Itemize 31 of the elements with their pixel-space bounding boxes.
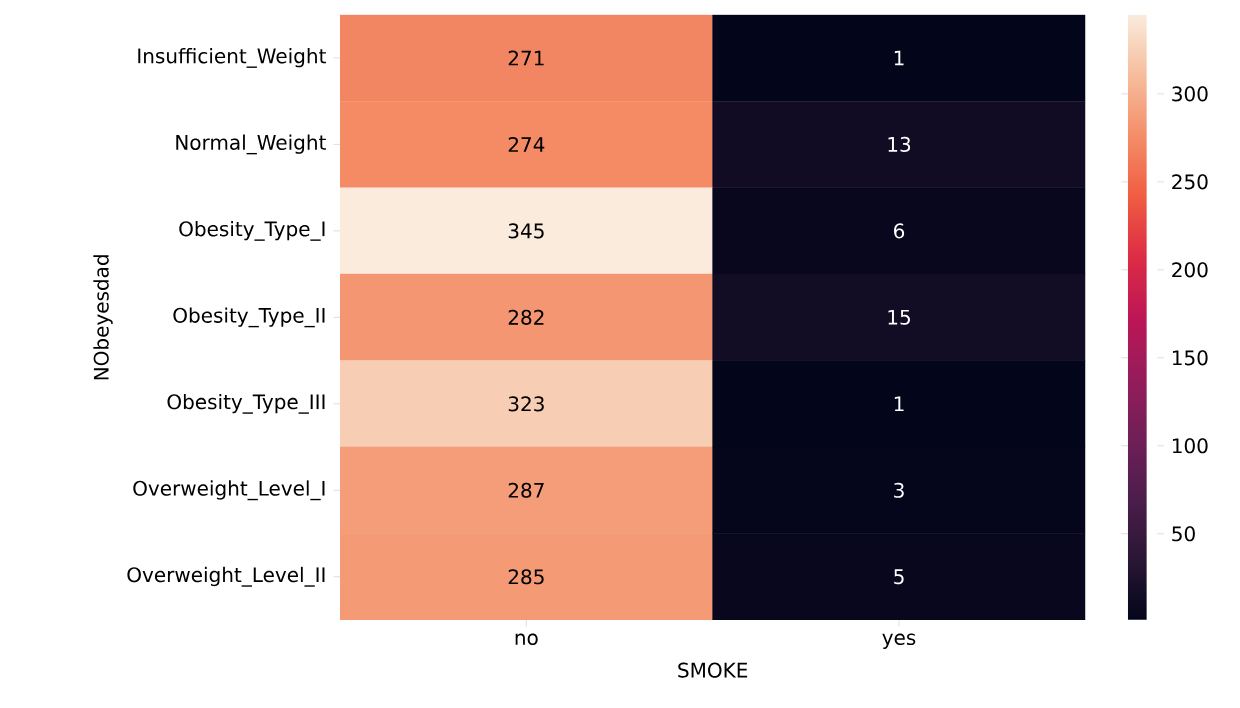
data-label: 15 [888, 309, 910, 325]
data-label: 287 [508, 482, 544, 498]
y-tick-label: Normal_Weight [176, 134, 326, 155]
data-label: 1 [894, 396, 904, 412]
color-bar-label: 100 [1172, 438, 1208, 454]
data-label: 5 [894, 569, 904, 585]
data-label: 282 [508, 309, 544, 325]
color-bar-label: 50 [1172, 526, 1195, 542]
y-tick-label: Obesity_Type_II [173, 307, 325, 328]
color-bar-label: 250 [1172, 174, 1208, 190]
y-tick-label: Insufficient_Weight [138, 47, 326, 68]
data-label: 3 [894, 482, 904, 498]
data-label: 285 [508, 569, 544, 585]
x-tick-label: no [515, 633, 538, 646]
data-label: 1 [894, 50, 904, 66]
data-label: 274 [508, 136, 545, 152]
data-label: 323 [508, 396, 544, 412]
x-axis-title: SMOKE [678, 662, 748, 678]
color-bar-label: 300 [1172, 86, 1208, 102]
y-tick-label: Obesity_Type_III [167, 393, 325, 414]
x-tick-label: yes [882, 633, 916, 649]
y-axis-title: NObeyesdad [93, 255, 113, 380]
y-tick-label: Overweight_Level_II [127, 566, 325, 587]
color-bar-label: 200 [1172, 262, 1208, 278]
y-tick-label: Obesity_Type_I [179, 220, 325, 241]
data-label: 13 [888, 136, 911, 152]
y-tick-label: Overweight_Level_I [133, 480, 325, 501]
data-label: 271 [508, 50, 544, 66]
data-label: 6 [894, 223, 905, 239]
data-label: 345 [508, 223, 544, 239]
color-bar-label: 150 [1172, 350, 1208, 366]
